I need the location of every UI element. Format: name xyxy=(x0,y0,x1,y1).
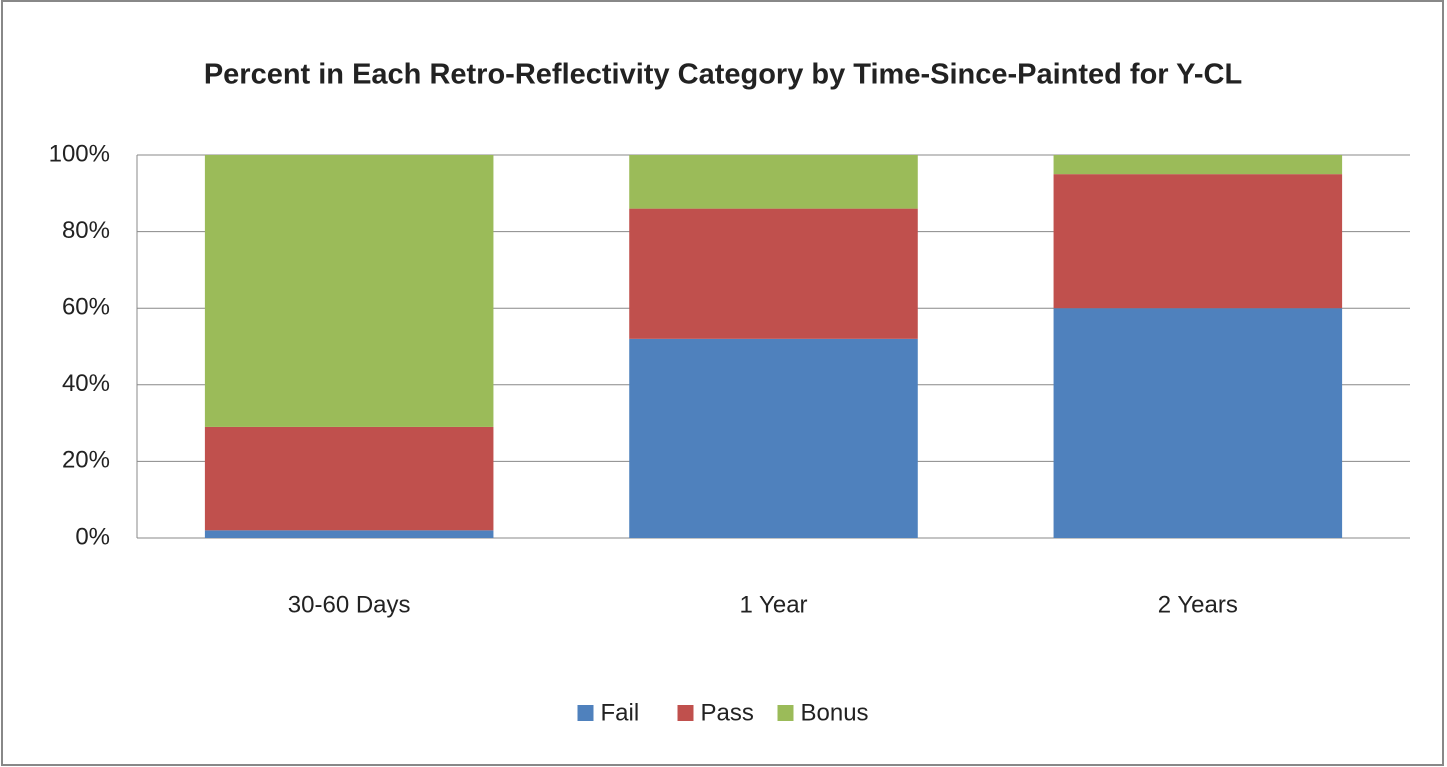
x-tick-label: 30-60 Days xyxy=(288,591,411,618)
legend-label: Pass xyxy=(701,699,754,726)
bar-segment xyxy=(1053,308,1343,538)
y-tick-label: 20% xyxy=(62,447,110,474)
bar-segment xyxy=(204,155,494,427)
y-tick-label: 80% xyxy=(62,217,110,244)
bar-segment xyxy=(629,338,918,538)
bar-segment xyxy=(204,530,494,538)
bar-segment xyxy=(629,208,918,339)
x-tick-label: 2 Years xyxy=(1158,591,1238,618)
legend-label: Fail xyxy=(601,699,640,726)
legend-swatch xyxy=(677,705,694,721)
bar-segment xyxy=(1053,174,1343,309)
y-tick-label: 40% xyxy=(62,370,110,397)
bar-segment xyxy=(204,426,494,531)
y-tick-label: 0% xyxy=(75,523,110,550)
x-tick-label: 1 Year xyxy=(739,591,807,618)
legend-label: Bonus xyxy=(801,699,869,726)
bar-segment xyxy=(1053,155,1343,175)
chart-title: Percent in Each Retro-Reflectivity Categ… xyxy=(204,59,1242,91)
bar-segment xyxy=(629,155,918,209)
y-tick-label: 100% xyxy=(49,140,110,167)
y-tick-label: 60% xyxy=(62,294,110,321)
legend-swatch xyxy=(577,705,594,721)
legend-swatch xyxy=(777,705,794,721)
